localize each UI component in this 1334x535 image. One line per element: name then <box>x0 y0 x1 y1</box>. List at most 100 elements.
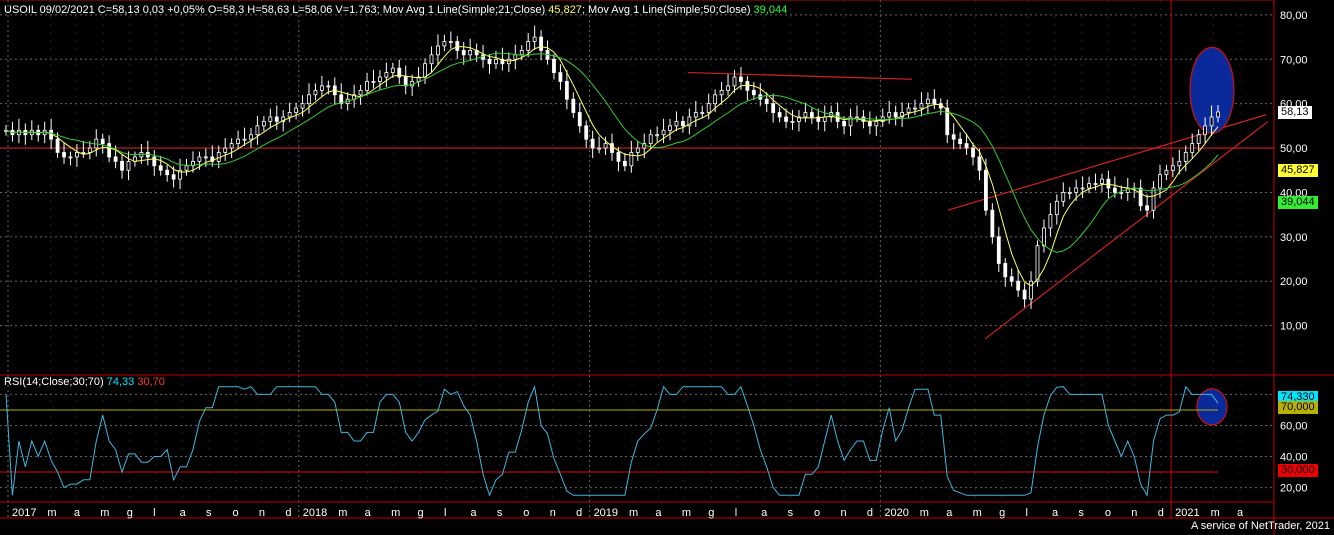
chart-grid <box>0 0 1274 518</box>
xaxis-tick-label: d <box>576 507 582 519</box>
candle-body <box>197 156 202 162</box>
xaxis-tick-label: m <box>100 507 109 519</box>
candle-body <box>622 160 627 167</box>
candle-body <box>687 116 692 127</box>
candle-body <box>126 160 131 171</box>
candle-body <box>532 36 537 42</box>
xaxis-tick-label: a <box>365 507 372 519</box>
candle-body <box>874 121 879 127</box>
xaxis-tick-label: d <box>867 507 873 519</box>
candle-body <box>1042 227 1046 247</box>
highlight-ellipse-rsi <box>1196 388 1228 426</box>
candle-body <box>700 112 705 114</box>
candle-body <box>378 76 382 82</box>
candle-body <box>790 121 795 123</box>
candle-body <box>1138 187 1143 207</box>
ma21-value: 45,827 <box>548 4 582 16</box>
xaxis-tick-label: m <box>973 507 982 519</box>
candle-body <box>1216 111 1220 118</box>
ma50-label: ; Mov Avg 1 Line(Simple;50;Close) <box>581 4 751 16</box>
candle-body <box>75 152 79 158</box>
candle-body <box>494 58 498 65</box>
candle-body <box>513 54 518 60</box>
rising-trendline-lower <box>984 120 1269 340</box>
candle-body <box>500 58 505 65</box>
candle-body <box>455 41 460 51</box>
xaxis-tick-label: a <box>655 507 662 519</box>
candle-body <box>1093 183 1098 185</box>
rsi-tick-label: 20,00 <box>1280 483 1308 495</box>
candle-body <box>1054 200 1059 216</box>
candle-body <box>732 76 737 87</box>
rsi-low-label: 30,000 <box>1278 464 1318 477</box>
candle-body <box>674 121 679 127</box>
candle-body <box>468 49 473 56</box>
xaxis-tick-label: 2021 <box>1175 507 1199 519</box>
candle-body <box>178 169 182 180</box>
candle-body <box>171 174 176 180</box>
candle-body <box>255 125 260 136</box>
candle-body <box>158 165 163 171</box>
candle-body <box>107 143 112 158</box>
candle-body <box>990 209 995 238</box>
candle-body <box>958 138 963 145</box>
candle-body <box>552 58 556 73</box>
candle-body <box>223 147 228 153</box>
candle-body <box>1029 280 1033 300</box>
candle-body <box>1048 214 1053 229</box>
candle-body <box>16 129 21 136</box>
xaxis-tick-label: 2017 <box>12 507 36 519</box>
candle-body <box>726 85 730 91</box>
candle-body <box>1209 116 1214 127</box>
rsi-tick-label: 60,00 <box>1280 420 1308 432</box>
candle-body <box>81 152 86 154</box>
candle-body <box>165 169 170 176</box>
candle-body <box>249 134 253 140</box>
xaxis-tick-label: g <box>127 507 133 519</box>
candle-body <box>313 89 318 96</box>
xaxis-tick-label: o <box>523 507 529 519</box>
credit-text: A service of NetTrader, 2021 <box>1191 520 1330 532</box>
xaxis-tick-label: a <box>470 507 477 519</box>
candle-body <box>661 129 666 136</box>
candle-body <box>1177 160 1182 167</box>
candle-body <box>1003 263 1008 278</box>
candle-body <box>571 98 576 113</box>
candle-body <box>803 112 808 118</box>
rsi-line <box>5 384 1219 497</box>
candle-body <box>610 143 614 153</box>
candle-body <box>339 94 344 105</box>
candle-body <box>887 112 892 118</box>
xaxis-tick-label: a <box>1237 507 1244 519</box>
candle-body <box>713 94 718 105</box>
ma50-value: 39,044 <box>753 4 788 16</box>
candle-body <box>784 116 788 122</box>
candle-body <box>390 67 395 73</box>
candle-body <box>487 58 492 65</box>
candle-body <box>558 72 563 82</box>
price-tick-label: 30,00 <box>1280 232 1308 244</box>
candle-body <box>365 81 369 91</box>
candle-body <box>964 143 969 149</box>
candle-body <box>745 81 750 91</box>
xaxis-tick-label: g <box>418 507 424 519</box>
rsi-levels: 30,70 <box>137 376 165 388</box>
ma21-line <box>5 46 1219 287</box>
candle-body <box>384 72 389 78</box>
candle-body <box>771 103 776 113</box>
candle-body <box>797 116 801 122</box>
candle-body <box>1106 178 1111 189</box>
candle-body <box>429 54 434 65</box>
candle-body <box>300 103 305 109</box>
candle-body <box>203 156 208 159</box>
xaxis-tick-label: d <box>1158 507 1164 519</box>
candle-body <box>590 138 595 149</box>
candle-body <box>1016 280 1021 291</box>
candle-body <box>261 121 266 127</box>
candle-body <box>984 169 988 211</box>
candle-body <box>236 138 240 145</box>
xaxis-tick-label: s <box>1078 507 1084 519</box>
candle-body <box>423 63 427 78</box>
rsi-label: RSI(14;Close;30;70) <box>4 376 104 388</box>
